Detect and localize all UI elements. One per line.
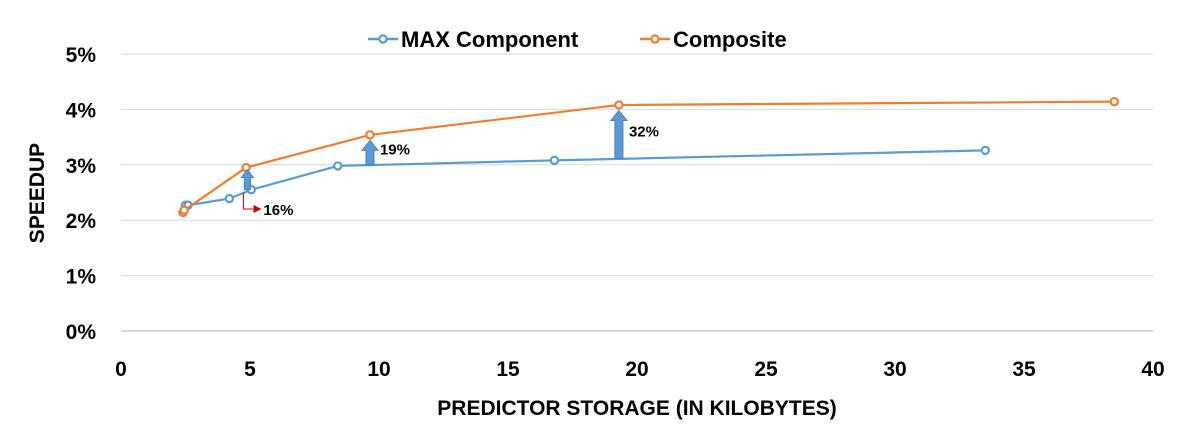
data-point [614, 100, 624, 110]
y-tick-labels: 0% 1% 2% 3% 4% 5% [66, 44, 97, 344]
data-point [980, 145, 991, 156]
series-max-component [180, 145, 991, 210]
series-composite [178, 96, 1120, 218]
x-tick-label: 25 [754, 358, 778, 381]
legend-label-composite: Composite [673, 27, 787, 52]
x-tick-label: 0 [115, 358, 127, 381]
data-point [1109, 96, 1120, 107]
y-tick-label: 3% [66, 155, 97, 178]
y-tick-label: 2% [66, 210, 97, 233]
series-line [185, 149, 986, 207]
data-point [179, 205, 189, 215]
annotation-arrow [240, 168, 255, 191]
annotation-label: 16% [263, 202, 293, 219]
annotation-32pct: 32% [609, 109, 659, 159]
data-point [365, 130, 375, 140]
y-tick-label: 0% [66, 321, 97, 344]
x-tick-labels: 0 5 10 15 20 25 30 35 40 [115, 358, 1165, 381]
annotation-16pct: 16% [240, 168, 293, 219]
y-axis-title: SPEEDUP [26, 143, 49, 243]
data-point [241, 162, 251, 173]
x-axis-title: PREDICTOR STORAGE (IN KILOBYTES) [437, 397, 836, 420]
x-tick-label: 30 [883, 358, 906, 381]
series-line [181, 100, 1115, 213]
y-tick-label: 4% [66, 99, 97, 122]
data-point [224, 193, 235, 204]
legend-marker-composite [650, 34, 660, 44]
x-tick-label: 5 [244, 358, 256, 381]
annotation-19pct: 19% [360, 139, 410, 166]
legend-label-max-component: MAX Component [401, 27, 579, 52]
legend: MAX Component Composite [368, 27, 787, 52]
x-tick-label: 35 [1012, 358, 1036, 381]
x-tick-label: 40 [1141, 358, 1164, 381]
annotation-label: 32% [629, 123, 659, 140]
annotation-label: 19% [380, 142, 410, 159]
legend-item-max-component: MAX Component [368, 27, 579, 52]
annotation-arrow [609, 109, 628, 159]
legend-marker-max-component [378, 34, 388, 44]
data-point [549, 155, 560, 166]
y-tick-label: 5% [66, 44, 97, 67]
data-point [333, 161, 343, 171]
y-tick-label: 1% [66, 266, 97, 289]
annotation-arrow [360, 139, 380, 166]
annotations: 16% 19% 32% [240, 109, 659, 219]
x-tick-label: 15 [496, 358, 520, 381]
x-tick-label: 10 [367, 358, 390, 381]
series-lines [178, 96, 1120, 218]
gridlines [121, 53, 1153, 277]
x-tick-label: 20 [625, 358, 648, 381]
legend-item-composite: Composite [640, 27, 787, 52]
annotation-bracket [242, 192, 262, 214]
